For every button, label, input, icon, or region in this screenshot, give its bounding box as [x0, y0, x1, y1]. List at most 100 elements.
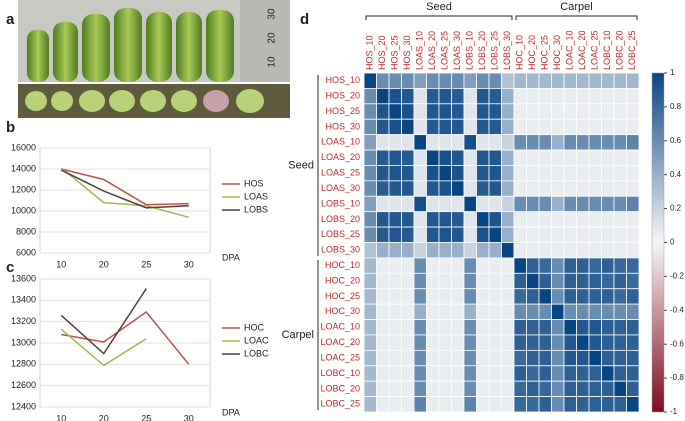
column-label: HOC_25 — [540, 35, 550, 70]
heatmap-cell — [538, 242, 552, 259]
heatmap-cell — [388, 72, 402, 89]
heatmap-cell — [526, 396, 540, 413]
heatmap-cell — [438, 149, 452, 166]
heatmap-cell — [551, 380, 565, 397]
heatmap-cell — [538, 134, 552, 151]
heatmap-cell — [513, 72, 527, 89]
colorbar-tick-label: 0.8 — [670, 102, 682, 111]
heatmap-cell — [513, 134, 527, 151]
heatmap-cell — [563, 180, 577, 197]
heatmap-cell — [363, 272, 377, 290]
heatmap-cell — [576, 165, 590, 182]
heatmap-cell — [488, 380, 502, 397]
heatmap-cell — [438, 365, 452, 382]
heatmap-cell — [476, 319, 490, 336]
colorbar-tick-label: -0.8 — [670, 373, 684, 382]
heatmap-cell — [576, 334, 590, 351]
heatmap-cell — [563, 288, 577, 305]
heatmap-cell — [451, 165, 465, 182]
heatmap-cell — [501, 149, 515, 166]
heatmap-cell — [438, 380, 452, 397]
heatmap-cell — [551, 195, 565, 213]
heatmap-cell — [488, 165, 502, 182]
heatmap-cell — [438, 72, 452, 89]
heatmap-cell — [426, 319, 440, 336]
heatmap-cell — [388, 165, 402, 182]
heatmap-cell — [488, 349, 502, 367]
heatmap-cell — [501, 165, 515, 182]
row-label: LOAS_10 — [321, 137, 360, 147]
ruler — [240, 0, 290, 82]
heatmap-cell — [451, 226, 465, 243]
heatmap-cell — [563, 118, 577, 136]
heatmap-cell — [488, 242, 502, 259]
heatmap-cell — [376, 88, 390, 105]
heatmap-cell — [363, 380, 377, 397]
row-label: HOS_30 — [325, 121, 360, 131]
heatmap-cell — [451, 242, 465, 259]
heatmap-cell — [488, 334, 502, 351]
heatmap-cell — [538, 257, 552, 274]
heatmap-cell — [576, 103, 590, 120]
heatmap-cell — [413, 211, 427, 228]
group-label-left: Seed — [288, 159, 314, 171]
heatmap-cell — [463, 319, 477, 336]
heatmap-cell — [426, 272, 440, 290]
heatmap-cell — [601, 165, 615, 182]
heatmap-cell — [426, 365, 440, 382]
column-label: HOS_10 — [365, 35, 375, 70]
heatmap-cell — [613, 303, 627, 320]
heatmap-cell — [488, 72, 502, 89]
heatmap-cell — [401, 72, 415, 89]
heatmap-cell — [376, 165, 390, 182]
heatmap-cell — [563, 396, 577, 413]
heatmap-cell — [626, 165, 640, 182]
column-label: LOBS_25 — [490, 31, 500, 70]
heatmap-cell — [413, 103, 427, 120]
heatmap-cell — [588, 319, 602, 336]
heatmap-cell — [601, 303, 615, 320]
heatmap-cell — [438, 134, 452, 151]
heatmap-cell — [376, 242, 390, 259]
heatmap-cell — [463, 165, 477, 182]
heatmap-cell — [588, 365, 602, 382]
row-label: LOAC_25 — [320, 352, 360, 362]
heatmap-cell — [413, 319, 427, 336]
heatmap-cell — [426, 165, 440, 182]
heatmap-cell — [363, 149, 377, 166]
heatmap-cell — [413, 165, 427, 182]
x-tick-label: 20 — [99, 259, 109, 269]
heatmap-cell — [588, 72, 602, 89]
series-line — [61, 168, 189, 206]
heatmap-cell — [363, 257, 377, 274]
heatmap-cell — [363, 103, 377, 120]
heatmap-cell — [413, 180, 427, 197]
heatmap-cell — [438, 180, 452, 197]
heatmap-cell — [426, 134, 440, 151]
heatmap-cell — [588, 334, 602, 351]
x-tick-label: 25 — [141, 259, 151, 269]
heatmap-cell — [363, 303, 377, 320]
heatmap-cell — [451, 134, 465, 151]
heatmap-cell — [526, 365, 540, 382]
heatmap-cell — [626, 242, 640, 259]
heatmap-cell — [626, 303, 640, 320]
heatmap-cell — [613, 134, 627, 151]
heatmap-cell — [526, 288, 540, 305]
heatmap-cell — [426, 103, 440, 120]
column-label: LOBS_20 — [477, 31, 487, 70]
heatmap-cell — [613, 118, 627, 136]
heatmap-cell — [501, 103, 515, 120]
heatmap-cell — [426, 334, 440, 351]
heatmap-cell — [426, 72, 440, 89]
heatmap-cell — [501, 349, 515, 367]
heatmap-cell — [363, 226, 377, 243]
heatmap-cell — [438, 88, 452, 105]
heatmap-cell — [401, 242, 415, 259]
heatmap-cell — [451, 211, 465, 228]
heatmap-cell — [451, 118, 465, 136]
x-tick-label: 30 — [184, 259, 194, 269]
heatmap-cell — [513, 334, 527, 351]
heatmap-cell — [601, 334, 615, 351]
heatmap-cell — [488, 226, 502, 243]
